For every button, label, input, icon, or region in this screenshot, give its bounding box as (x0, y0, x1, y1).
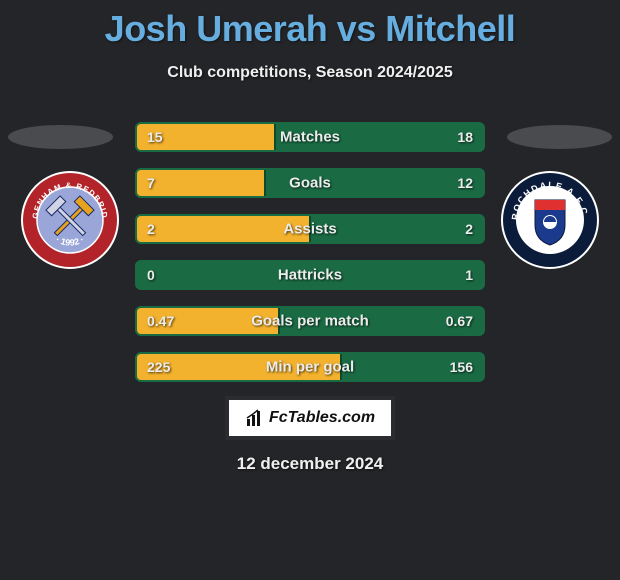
stat-value-left: 0 (147, 267, 155, 283)
bar-fill-left (137, 170, 265, 196)
player-placeholder-left (8, 125, 113, 149)
bar-divider (309, 216, 311, 242)
stat-value-right: 156 (450, 359, 473, 375)
branding-label: FcTables.com (269, 409, 375, 427)
stat-value-right: 12 (457, 175, 473, 191)
page-subtitle: Club competitions, Season 2024/2025 (0, 64, 620, 82)
player-placeholder-right (507, 125, 612, 149)
stat-row: 712Goals (135, 168, 485, 198)
bar-fill-left (137, 354, 341, 380)
branding-badge[interactable]: FcTables.com (225, 396, 395, 440)
bar-fill-left (137, 308, 279, 334)
bar-fill-left (137, 216, 310, 242)
bar-divider (340, 354, 342, 380)
stat-row: 22Assists (135, 214, 485, 244)
footer-date: 12 december 2024 (0, 454, 620, 474)
stat-value-right: 18 (457, 129, 473, 145)
branding-icon (245, 408, 265, 428)
club-badge-right: ROCHDALE A.F.C. THE DALE (500, 170, 600, 270)
bar-divider (278, 308, 280, 334)
stat-row: 0 1Hattricks (135, 260, 485, 290)
stat-value-right: 0.67 (446, 313, 473, 329)
page-title: Josh Umerah vs Mitchell (0, 0, 620, 50)
stat-row: 1518Matches (135, 122, 485, 152)
comparison-bars: 1518Matches712Goals22Assists01Hattricks0… (135, 122, 485, 398)
bar-fill-left (137, 124, 275, 150)
club-badge-left: DAGENHAM & REDBRIDGE · 1992 · (20, 170, 120, 270)
stat-row: 0.470.67Goals per match (135, 306, 485, 336)
bar-divider (264, 170, 266, 196)
stat-row: 225156Min per goal (135, 352, 485, 382)
stat-label: Hattricks (137, 267, 483, 284)
stat-value-right: 1 (465, 267, 473, 283)
bar-divider (274, 124, 276, 150)
stat-value-right: 2 (465, 221, 473, 237)
